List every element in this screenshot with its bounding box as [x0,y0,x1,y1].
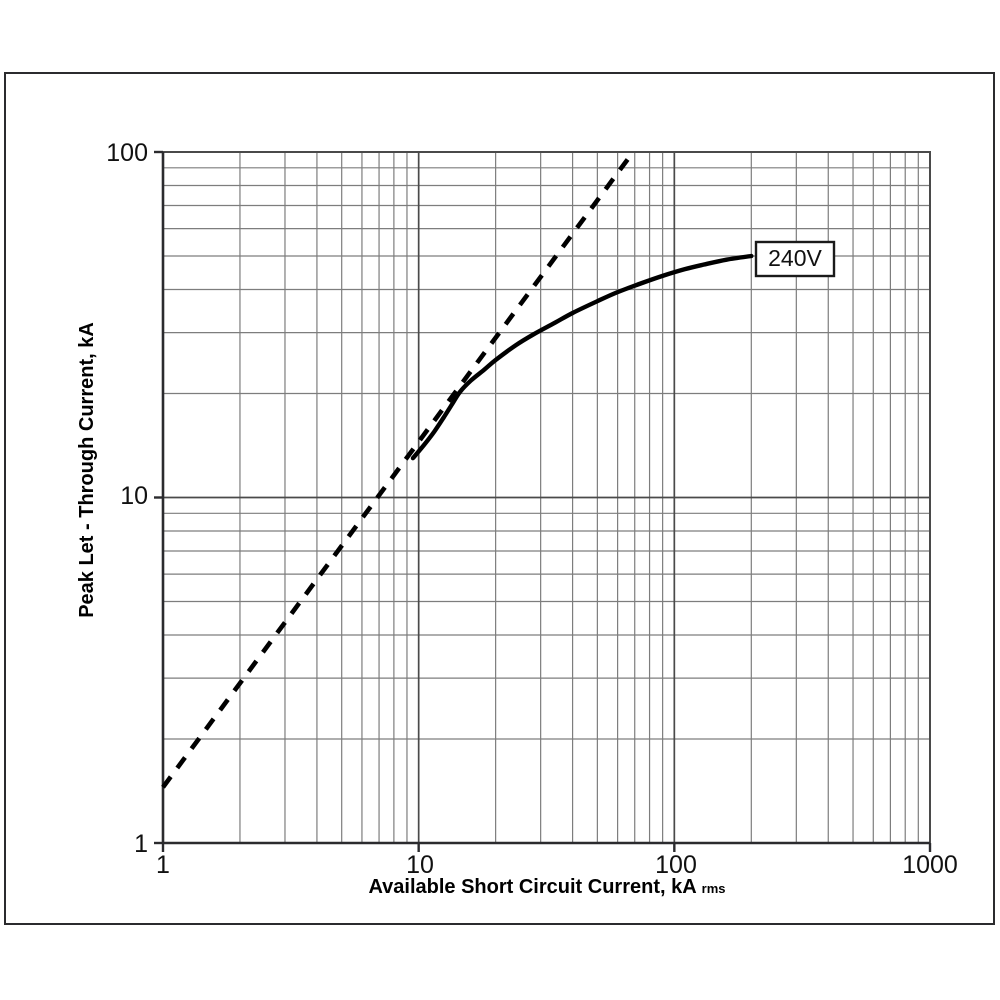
y-tick-label-100: 100 [106,139,148,167]
x-tick-label-1: 1 [156,851,170,879]
y-axis-ticks [154,150,163,845]
x-axis-title-main: Available Short Circuit Current, kA [368,876,696,898]
annotation-240v-label: 240V [768,245,822,271]
figure-outer-frame [4,72,995,925]
y-tick-label-10: 10 [120,482,148,510]
x-axis-title-subscript: rms [702,881,726,896]
annotation-240v-box [754,240,836,278]
x-tick-label-100: 100 [655,851,697,879]
annotation-240v: 240V [754,240,836,278]
y-tick-label-1: 1 [134,830,148,858]
grid-minor-horizontal [163,167,930,740]
series-240v-let-through-curve [410,253,754,461]
x-axis-title: Available Short Circuit Current, kA rms [368,876,725,898]
series-unrestricted-dashed-line [161,150,635,789]
x-tick-label-10: 10 [406,851,434,879]
y-axis-title: Peak Let - Through Current, kA [76,322,98,618]
x-tick-label-1000: 1000 [902,851,958,879]
x-axis-ticks [161,843,932,852]
